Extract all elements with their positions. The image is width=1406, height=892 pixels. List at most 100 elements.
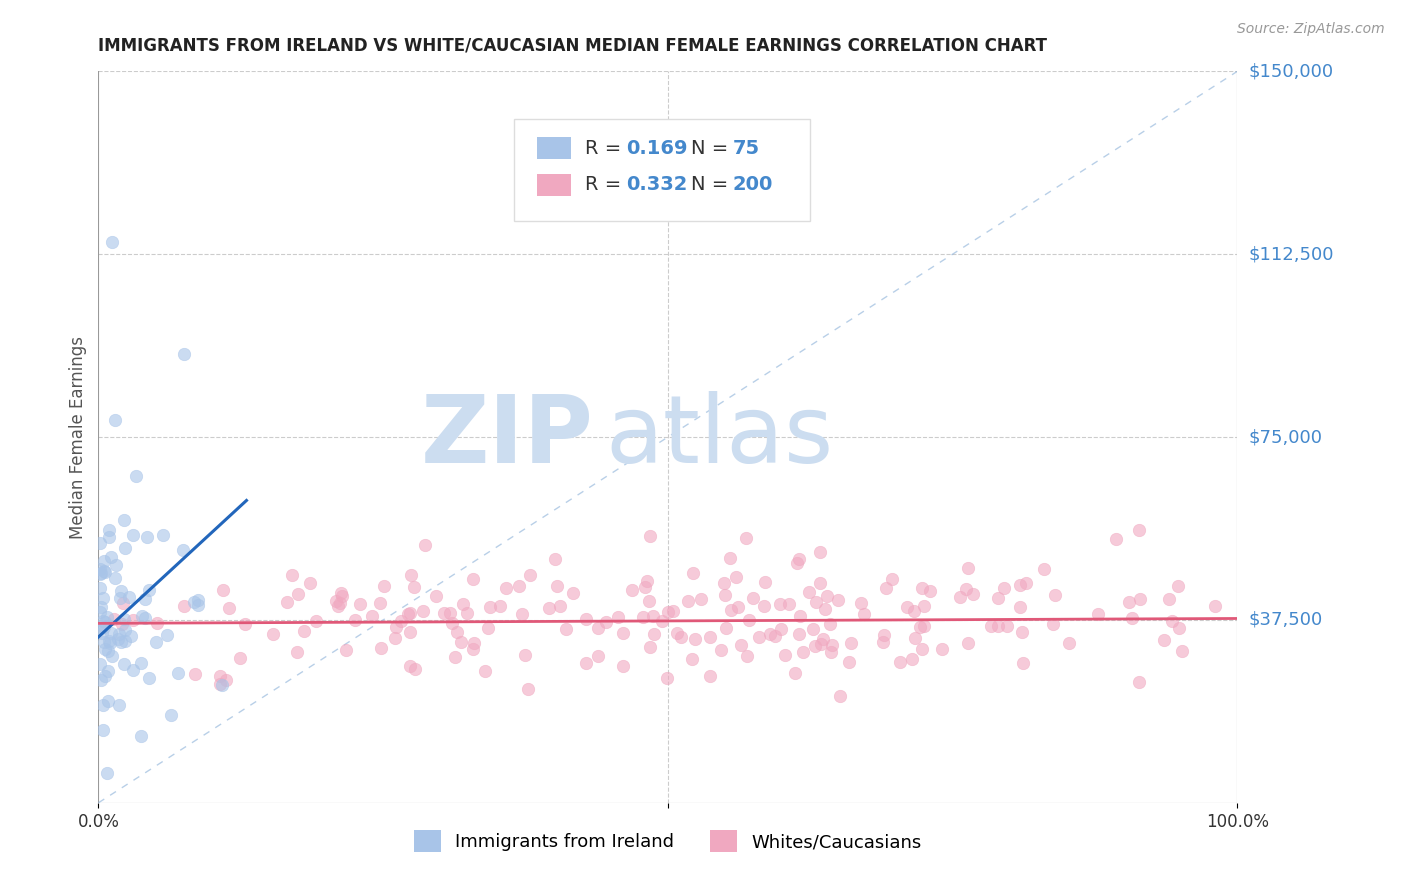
Point <box>513 648 536 662</box>
Point <box>519 567 541 582</box>
Point <box>433 607 456 621</box>
Point <box>713 576 735 591</box>
Point <box>742 591 765 606</box>
Point <box>97 693 120 707</box>
Y-axis label: Median Female Earnings: Median Female Earnings <box>69 335 87 539</box>
Point <box>122 663 145 677</box>
Point <box>450 634 472 648</box>
Point <box>329 596 352 610</box>
Point <box>804 594 827 608</box>
Point <box>662 603 685 617</box>
Point <box>710 642 733 657</box>
Point <box>904 631 927 645</box>
Point <box>737 613 759 627</box>
Point <box>851 596 873 610</box>
Point <box>235 617 257 632</box>
Point <box>607 610 630 624</box>
Point <box>956 560 979 574</box>
Point <box>187 593 209 607</box>
Point <box>368 596 391 610</box>
Text: 200: 200 <box>733 175 773 194</box>
Point <box>638 640 661 655</box>
Point <box>135 529 157 543</box>
Point <box>752 599 775 613</box>
Point <box>89 562 111 576</box>
Point <box>980 619 1002 633</box>
Point <box>818 616 841 631</box>
Point <box>748 630 770 644</box>
Point <box>1105 533 1128 547</box>
Point <box>1167 579 1189 593</box>
Point <box>399 568 422 582</box>
Point <box>778 597 800 611</box>
Point <box>344 614 367 628</box>
Point <box>910 642 932 657</box>
Point <box>183 667 205 681</box>
Point <box>138 582 160 597</box>
Point <box>773 648 796 662</box>
Point <box>574 656 596 670</box>
Point <box>537 600 560 615</box>
Point <box>122 613 145 627</box>
Point <box>562 586 585 600</box>
Point <box>104 571 127 585</box>
FancyBboxPatch shape <box>515 119 810 221</box>
Point <box>683 632 706 647</box>
Point <box>145 634 167 648</box>
Point <box>554 623 576 637</box>
Point <box>1161 614 1184 628</box>
Point <box>396 607 419 621</box>
Point <box>463 636 485 650</box>
Point <box>839 636 862 650</box>
Point <box>443 650 465 665</box>
Point <box>93 620 115 634</box>
Point <box>510 607 533 621</box>
Point <box>903 604 925 618</box>
Point <box>548 599 571 614</box>
Point <box>96 765 118 780</box>
Point <box>134 592 156 607</box>
Point <box>808 575 831 590</box>
Point <box>114 633 136 648</box>
Point <box>111 616 134 631</box>
Point <box>97 523 120 537</box>
Text: 75: 75 <box>733 138 759 158</box>
Point <box>636 574 658 589</box>
Point <box>910 620 932 634</box>
Point <box>398 659 420 673</box>
Point <box>101 649 124 664</box>
Point <box>477 621 499 635</box>
Point <box>208 669 231 683</box>
Point <box>620 582 643 597</box>
Text: $37,500: $37,500 <box>1249 611 1323 629</box>
Point <box>808 544 831 558</box>
FancyBboxPatch shape <box>537 174 571 195</box>
Point <box>125 469 148 483</box>
Point <box>912 619 935 633</box>
Point <box>955 582 977 597</box>
Point <box>108 698 131 712</box>
Point <box>93 635 115 649</box>
Point <box>995 619 1018 633</box>
Point <box>873 628 896 642</box>
Point <box>1129 591 1152 606</box>
Point <box>399 606 422 620</box>
Point <box>97 665 120 679</box>
Point <box>838 655 860 669</box>
Point <box>730 638 752 652</box>
Point <box>91 723 114 737</box>
Point <box>131 609 153 624</box>
Point <box>987 619 1010 633</box>
Point <box>93 564 115 578</box>
Point <box>112 611 135 625</box>
Point <box>699 630 721 644</box>
Point <box>586 621 609 635</box>
Point <box>714 588 737 602</box>
Point <box>215 673 238 687</box>
Point <box>212 583 235 598</box>
Point <box>89 605 111 619</box>
Point <box>1008 600 1031 615</box>
Point <box>1128 674 1150 689</box>
Text: R =: R = <box>585 175 627 194</box>
Point <box>1059 636 1081 650</box>
